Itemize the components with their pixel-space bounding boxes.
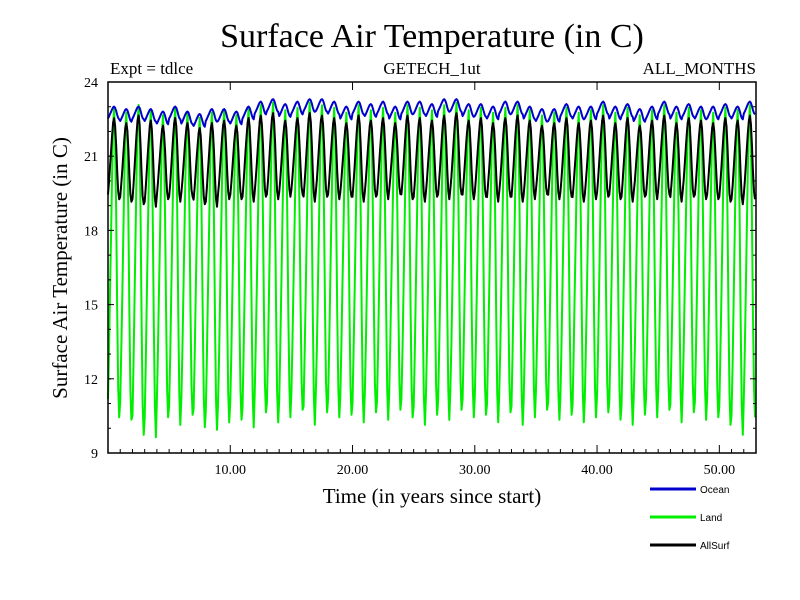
x-tick-label: 30.00	[459, 463, 491, 478]
series-land-line	[107, 101, 756, 439]
y-axis-label: Surface Air Temperature (in C)	[48, 137, 72, 399]
x-axis-label: Time (in years since start)	[323, 484, 542, 508]
series-ocean-line	[107, 98, 756, 128]
y-tick-label: 21	[84, 150, 98, 165]
series-lines	[107, 98, 756, 439]
legend-label-land: Land	[700, 513, 722, 524]
y-tick-label: 18	[84, 224, 98, 239]
x-tick-label: 10.00	[215, 463, 247, 478]
y-tick-label: 24	[84, 76, 98, 91]
y-tick-label: 9	[91, 447, 98, 462]
x-tick-label: 20.00	[337, 463, 369, 478]
x-tick-label: 40.00	[581, 463, 613, 478]
y-axis: 9 12 15 18 21 24	[84, 76, 756, 462]
legend: Ocean Land AllSurf	[650, 485, 730, 552]
subtitle-dataset: GETECH_1ut	[383, 59, 481, 78]
x-tick-label: 50.00	[704, 463, 736, 478]
subtitle-experiment: Expt = tdlce	[110, 59, 193, 78]
subtitle-months: ALL_MONTHS	[643, 59, 756, 78]
y-tick-label: 15	[84, 299, 98, 314]
chart-title: Surface Air Temperature (in C)	[220, 18, 644, 55]
legend-label-allsurf: AllSurf	[700, 541, 730, 552]
x-axis: 10.00 20.00 30.00 40.00 50.00	[119, 82, 745, 478]
plot-frame	[107, 81, 757, 454]
legend-label-ocean: Ocean	[700, 485, 729, 496]
series-allsurf-line	[107, 112, 756, 208]
y-tick-label: 12	[84, 373, 98, 388]
